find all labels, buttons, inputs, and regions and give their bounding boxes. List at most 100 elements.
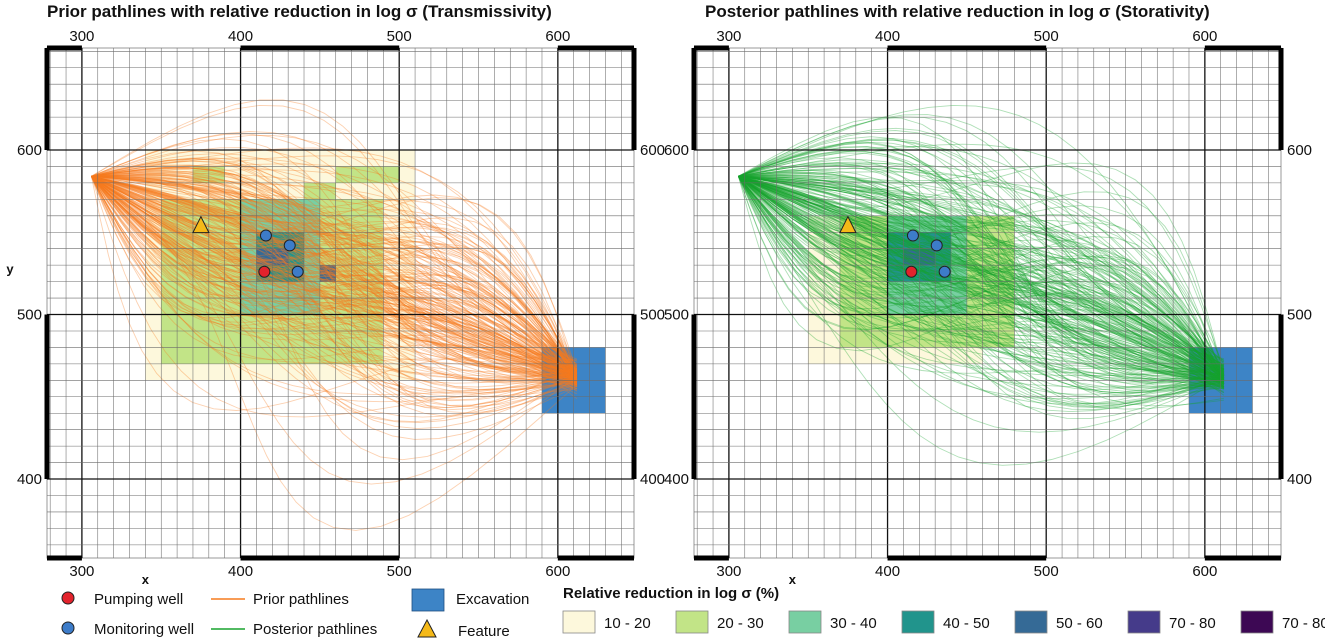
pathline: [738, 175, 1225, 385]
pathline: [91, 175, 578, 382]
x-tick-label: 600: [1192, 28, 1217, 45]
pathline: [738, 175, 1224, 382]
pathline: [91, 175, 578, 372]
pathline: [91, 171, 578, 369]
pathline: [738, 175, 1225, 381]
pathline: [91, 175, 578, 378]
pathline: [91, 134, 578, 386]
pathline: [738, 175, 1225, 390]
pathline: [91, 175, 578, 423]
pathline: [91, 175, 578, 531]
pathline: [738, 175, 1225, 372]
monitoring-well-marker: [259, 229, 272, 242]
pathline: [738, 127, 1225, 363]
pathline: [91, 175, 578, 394]
pathline: [738, 139, 1225, 376]
x-tick-label: 400: [228, 28, 253, 45]
pathline: [738, 175, 1225, 375]
pathline: [91, 175, 578, 383]
pathline: [91, 175, 578, 376]
pathline: [738, 175, 1225, 361]
pathline: [738, 175, 1224, 380]
pathline: [738, 175, 1224, 389]
pathline: [91, 175, 578, 379]
pathline: [738, 173, 1225, 383]
x-tick-label: 500: [1034, 28, 1059, 45]
pathline: [91, 176, 578, 395]
grid: [694, 48, 1281, 558]
pathline: [91, 176, 578, 386]
pathline: [91, 175, 578, 373]
pathline: [738, 176, 1225, 385]
monitoring-well-marker: [938, 265, 951, 278]
pathline: [91, 176, 578, 384]
x-tick-label: 300: [716, 563, 741, 580]
pathline: [738, 175, 1224, 378]
pathline: [738, 175, 1225, 380]
grid: [47, 48, 634, 558]
pathline: [91, 175, 577, 395]
pathline: [738, 175, 1224, 378]
pathline: [91, 176, 578, 375]
scale-label: 20 - 30: [717, 615, 764, 632]
pathline: [738, 176, 1225, 377]
pathline: [738, 175, 1225, 408]
pathline: [91, 175, 577, 382]
pathline: [738, 175, 1224, 383]
monitoring-well-marker: [906, 229, 919, 242]
pathline: [91, 175, 578, 440]
pathline: [91, 176, 578, 367]
y-tick-label: 500: [17, 307, 42, 324]
pathline: [91, 176, 577, 396]
pathline: [91, 175, 577, 373]
pathline: [738, 175, 1225, 410]
pathline: [738, 130, 1225, 365]
pathline: [91, 175, 578, 377]
pathline: [738, 145, 1225, 368]
pathline: [91, 175, 578, 372]
pathline: [91, 175, 577, 375]
pathline: [91, 175, 577, 382]
x-tick-label: 500: [387, 563, 412, 580]
pathline: [91, 175, 578, 375]
pathline: [738, 175, 1225, 389]
scale-label: 70 - 80: [1282, 615, 1325, 632]
feature-marker: [839, 215, 857, 234]
scale-label: 10 - 20: [604, 615, 651, 632]
pathline: [738, 175, 1225, 394]
y-tick-label: 500: [640, 307, 665, 324]
pathline: [91, 175, 578, 385]
pathline: [91, 175, 578, 389]
pathline: [738, 175, 1224, 385]
pathline: [738, 175, 1225, 381]
prior-pathlines-legend-label: Prior pathlines: [253, 591, 349, 608]
pathline: [738, 175, 1225, 379]
pathline: [91, 175, 578, 390]
pathline: [738, 175, 1224, 387]
pathline: [738, 175, 1224, 398]
pathline: [738, 175, 1225, 381]
pathline: [738, 168, 1225, 375]
pathline: [738, 175, 1225, 370]
scale-label: 50 - 60: [1056, 615, 1103, 632]
right-chart-title: Posterior pathlines with relative reduct…: [705, 2, 1210, 21]
x-tick-label: 300: [716, 28, 741, 45]
pathline: [91, 175, 578, 386]
pathline: [738, 175, 1225, 393]
pathline: [91, 175, 577, 374]
pathline: [738, 175, 1224, 410]
pathline: [738, 175, 1224, 392]
pathline: [738, 145, 1224, 380]
pathline: [738, 176, 1225, 382]
monitoring-well-legend-label: Monitoring well: [94, 621, 194, 638]
pathline: [91, 147, 578, 378]
pathline: [91, 175, 578, 384]
scale-swatch: [562, 610, 596, 634]
pathline: [738, 165, 1225, 389]
pathline: [91, 175, 578, 371]
pathline: [91, 175, 578, 380]
pathline: [738, 175, 1225, 390]
pathline: [91, 176, 578, 379]
pathline: [738, 175, 1225, 370]
x-tick-label: 600: [545, 563, 570, 580]
